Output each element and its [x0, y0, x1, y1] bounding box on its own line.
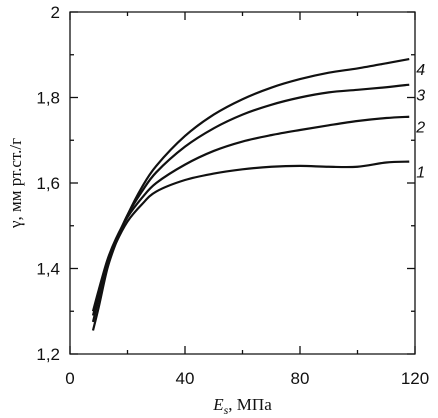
series-4-line: [91, 57, 410, 331]
series-1-label: 1: [416, 165, 425, 182]
axes: 0 40 80 120 1,2 1,4 1,6 1,8 2: [36, 3, 429, 388]
y-axis-label: γ, мм рт.ст./г: [6, 138, 25, 229]
series-1-line: [91, 160, 410, 316]
y-tick-label: 1,4: [36, 260, 60, 279]
curves: [91, 57, 410, 331]
series-3-label: 3: [416, 88, 425, 105]
y-tick-label: 1,8: [36, 89, 60, 108]
y-tick-label: 1,6: [36, 174, 60, 193]
series-2-label: 2: [415, 120, 425, 137]
series-labels: 1 2 3 4: [415, 62, 425, 182]
x-tick-label: 0: [65, 369, 74, 388]
series-4-label: 4: [416, 62, 425, 79]
x-tick-label: 120: [401, 369, 429, 388]
y-tick-label: 1,2: [36, 345, 60, 364]
x-tick-label: 80: [291, 369, 310, 388]
y-tick-label: 2: [51, 3, 60, 22]
plot-frame: [69, 11, 416, 355]
x-axis-label: Es, МПа: [212, 395, 272, 417]
x-tick-label: 40: [176, 369, 195, 388]
series-2-line: [91, 115, 410, 312]
